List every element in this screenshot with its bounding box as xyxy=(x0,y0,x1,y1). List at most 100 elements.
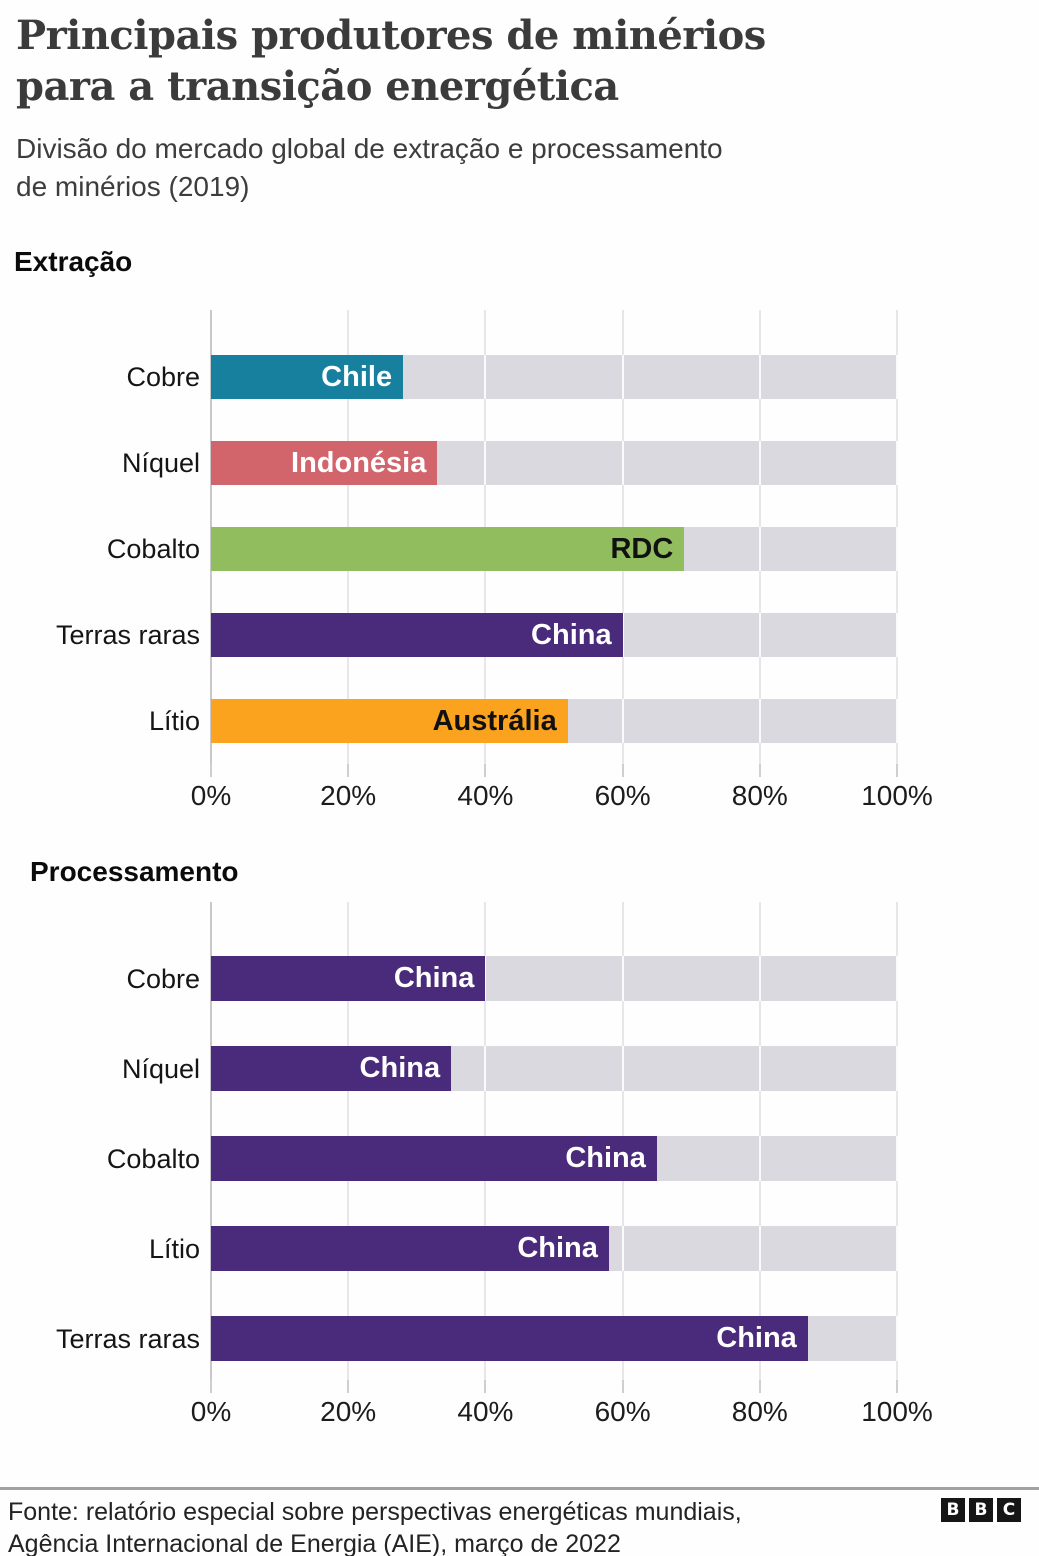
track-gridline xyxy=(896,441,898,485)
axis-tick-label: 60% xyxy=(594,1396,651,1427)
axis-tick xyxy=(621,764,624,777)
page-subtitle-line2: de minérios (2019) xyxy=(16,171,250,202)
bar-fill: China xyxy=(211,1046,452,1091)
track-gridline xyxy=(758,613,761,657)
track-gridline xyxy=(758,699,761,743)
category-label: Cobalto xyxy=(106,1143,200,1174)
axis-tick xyxy=(347,764,350,777)
track-gridline xyxy=(621,956,624,1001)
plot-area-processamento: Cobre China Níquel China Cobalto China Lítio Ch… xyxy=(0,902,1039,1427)
section-title-processamento: Processamento xyxy=(30,856,239,887)
bar-track: Chile xyxy=(211,355,898,399)
track-gridline xyxy=(758,527,761,571)
track-gridline xyxy=(484,441,487,485)
source-note-line1: Fonte: relatório especial sobre perspect… xyxy=(8,1498,742,1526)
track-gridline xyxy=(758,441,761,485)
page-title: Principais produtores de minérios para a… xyxy=(16,10,766,112)
track-gridline xyxy=(621,699,624,743)
axis-tick-label: 20% xyxy=(320,1396,377,1427)
bar-track: RDC xyxy=(211,527,898,571)
axis-tick-label: 40% xyxy=(457,1396,514,1427)
axis-tick xyxy=(621,1380,624,1393)
category-label: Cobre xyxy=(126,963,200,994)
bar-country-label: China xyxy=(716,1322,797,1354)
track-gridline xyxy=(484,956,487,1001)
axis-tick-label: 80% xyxy=(731,1396,788,1427)
bar-fill: Austrália xyxy=(211,699,568,743)
track-gridline xyxy=(896,1046,898,1091)
axis-tick xyxy=(758,1380,761,1393)
page-subtitle-line1: Divisão do mercado global de extração e … xyxy=(16,133,723,164)
bbc-logo: B B C xyxy=(941,1498,1021,1522)
bar-fill: China xyxy=(211,1226,609,1271)
track-gridline xyxy=(758,1136,761,1181)
chart-row: Níquel China xyxy=(0,1024,1039,1114)
page-title-line2: para a transição energética xyxy=(16,63,619,110)
bar-track: China xyxy=(211,1136,898,1181)
axis-tick-label: 100% xyxy=(861,780,933,811)
chart-row: Lítio China xyxy=(0,1204,1039,1294)
bar-track: Austrália xyxy=(211,699,898,743)
axis-tick xyxy=(210,764,212,777)
axis-tick-label: 100% xyxy=(861,1396,933,1427)
axis-tick-label: 80% xyxy=(731,780,788,811)
track-gridline xyxy=(896,956,898,1001)
category-label: Lítio xyxy=(148,705,200,736)
track-gridline xyxy=(896,355,898,399)
chart-row: Terras raras China xyxy=(0,592,1039,678)
x-axis-extracao: 0% 20% 40% 60% 80% 100% xyxy=(191,764,933,824)
plot-area-extracao: Cobre Chile Níquel Indonésia Cobalto RDC Terra… xyxy=(0,310,1039,811)
track-gridline xyxy=(621,441,624,485)
bar-fill: Chile xyxy=(211,355,404,399)
source-note: Fonte: relatório especial sobre perspect… xyxy=(8,1496,742,1556)
source-note-line2: Agência Internacional de Energia (AIE), … xyxy=(8,1530,621,1556)
bar-country-label: China xyxy=(565,1142,646,1174)
category-label: Terras raras xyxy=(55,619,200,650)
bar-fill: China xyxy=(211,1316,808,1361)
chart-row: Níquel Indonésia xyxy=(0,420,1039,506)
track-gridline xyxy=(896,613,898,657)
axis-tick xyxy=(896,764,898,777)
chart-row: Lítio Austrália xyxy=(0,678,1039,764)
chart-row: Cobre China xyxy=(0,934,1039,1024)
category-label: Lítio xyxy=(148,1233,200,1264)
axis-tick xyxy=(347,1380,350,1393)
category-label: Níquel xyxy=(121,1053,200,1084)
track-gridline xyxy=(484,1046,487,1091)
chart-row: Cobalto China xyxy=(0,1114,1039,1204)
track-gridline xyxy=(621,355,624,399)
bar-fill: China xyxy=(211,1136,657,1181)
track-gridline xyxy=(758,355,761,399)
track-gridline xyxy=(621,1226,624,1271)
category-label: Níquel xyxy=(121,447,200,478)
track-gridline xyxy=(621,1046,624,1091)
bar-rows-processamento: Cobre China Níquel China Cobalto China Lítio Ch… xyxy=(0,934,1039,1384)
page-subtitle: Divisão do mercado global de extração e … xyxy=(16,130,723,206)
track-gridline xyxy=(896,1136,898,1181)
axis-tick-label: 40% xyxy=(457,780,514,811)
bar-fill: China xyxy=(211,956,486,1001)
track-gridline xyxy=(484,355,487,399)
section-title-extracao: Extração xyxy=(14,246,133,277)
chart-row: Terras raras China xyxy=(0,1294,1039,1384)
track-gridline xyxy=(758,1226,761,1271)
bar-track: China xyxy=(211,956,898,1001)
x-axis-processamento: 0% 20% 40% 60% 80% 100% xyxy=(191,1380,933,1440)
bar-country-label: China xyxy=(393,962,475,994)
bar-country-label: Chile xyxy=(321,360,393,393)
bar-country-label: RDC xyxy=(610,532,674,565)
bar-track: China xyxy=(211,613,898,657)
bar-track: China xyxy=(211,1226,898,1271)
chart-row: Cobre Chile xyxy=(0,334,1039,420)
page-title-line1: Principais produtores de minérios xyxy=(16,12,766,59)
axis-tick xyxy=(210,1380,212,1393)
track-gridline xyxy=(896,527,898,571)
track-gridline xyxy=(621,613,624,657)
bar-fill: China xyxy=(211,613,623,657)
bar-country-label: Indonésia xyxy=(291,446,427,479)
axis-tick xyxy=(896,1380,898,1393)
bbc-logo-block-b1: B xyxy=(941,1498,965,1522)
bar-track: Indonésia xyxy=(211,441,898,485)
axis-tick-label: 60% xyxy=(594,780,651,811)
